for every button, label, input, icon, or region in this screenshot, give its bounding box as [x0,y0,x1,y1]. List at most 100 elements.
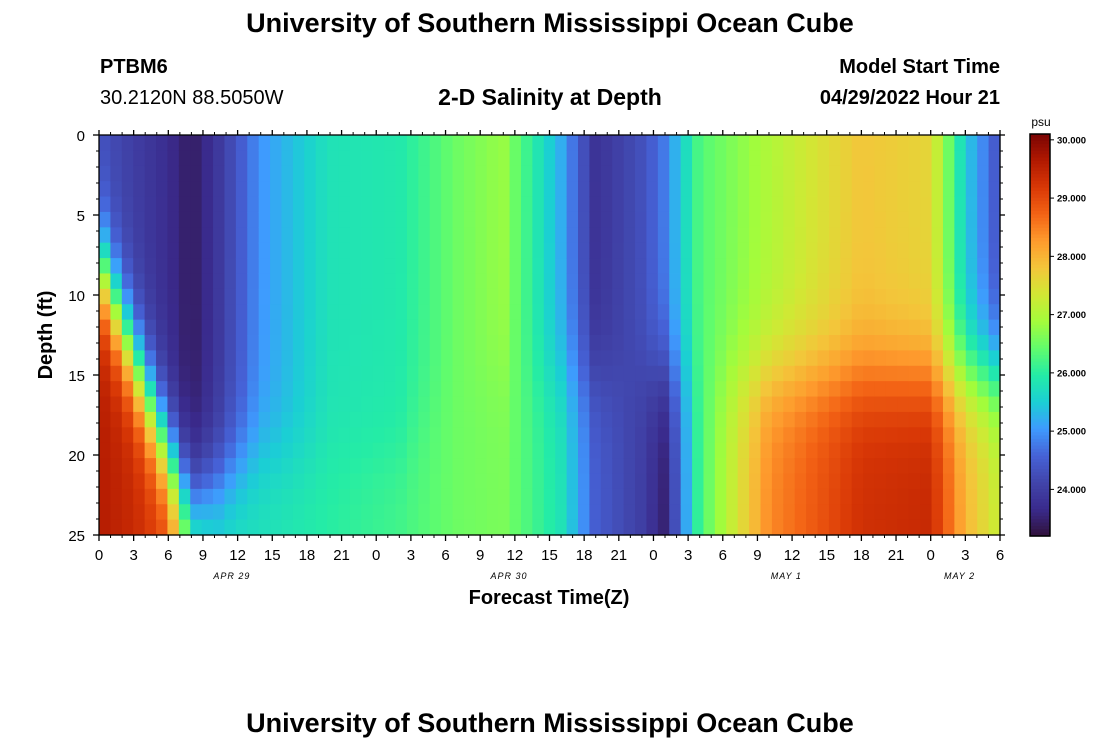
heatmap-cell [509,488,522,505]
heatmap-cell [338,319,351,336]
heatmap-cell [543,519,556,536]
heatmap-cell [646,504,659,521]
x-tick-label: 3 [407,547,415,564]
heatmap-cell [429,381,442,398]
colorbar-segment [1030,284,1050,289]
heatmap-cell [532,211,545,228]
heatmap-cell [156,365,169,382]
heatmap-cell [270,365,283,382]
heatmap-cell [292,135,305,151]
heatmap-cell [669,273,682,290]
heatmap-cell [384,427,397,444]
heatmap-cell [669,458,682,475]
heatmap-cell [703,442,716,459]
heatmap-cell [281,273,294,290]
heatmap-cell [840,304,853,321]
heatmap-cell [224,288,237,305]
heatmap-cell [384,211,397,228]
heatmap-cell [235,135,248,151]
heatmap-cell [589,150,602,167]
heatmap-cell [372,273,385,290]
heatmap-cell [486,304,499,321]
heatmap-cell [828,319,841,336]
heatmap-cell [863,258,876,275]
heatmap-cell [840,288,853,305]
heatmap-cell [463,365,476,382]
heatmap-cell [292,427,305,444]
heatmap-cell [247,211,260,228]
heatmap-cell [942,396,955,413]
colorbar-segment [1030,281,1050,286]
heatmap-cell [361,488,374,505]
heatmap-cell [942,242,955,259]
heatmap-cell [167,196,180,213]
heatmap-cell [463,396,476,413]
heatmap-cell [794,211,807,228]
heatmap-cell [749,165,762,182]
heatmap-cell [988,273,1001,290]
heatmap-cell [977,381,990,398]
heatmap-cell [566,335,579,351]
heatmap-cell [270,196,283,213]
colorbar-segment [1030,207,1050,212]
heatmap-cell [441,227,454,244]
heatmap-cell [486,196,499,213]
heatmap-cell [863,442,876,459]
heatmap-cell [977,211,990,228]
heatmap-cell [874,150,887,167]
heatmap-cell [771,242,784,259]
heatmap-cell [817,288,830,305]
heatmap-cell [920,196,933,213]
heatmap-cell [566,273,579,290]
heatmap-cell [247,381,260,398]
heatmap-cell [418,227,431,244]
heatmap-cell [361,442,374,459]
heatmap-cell [749,381,762,398]
heatmap-cell [783,350,796,367]
heatmap-cell [635,258,648,275]
heatmap-cell [338,258,351,275]
heatmap-cell [737,135,750,151]
heatmap-cell [612,288,625,305]
heatmap-cell [908,365,921,382]
heatmap-cell [372,165,385,182]
heatmap-cell [908,273,921,290]
heatmap-cell [714,258,727,275]
heatmap-cell [532,288,545,305]
heatmap-cell [828,273,841,290]
heatmap-cell [121,411,134,428]
heatmap-cell [817,258,830,275]
colorbar-segment [1030,408,1050,413]
heatmap-cell [885,258,898,275]
heatmap-cell [806,488,819,505]
heatmap-cell [931,365,944,382]
heatmap-cell [749,488,762,505]
heatmap-cell [384,288,397,305]
heatmap-cell [863,396,876,413]
heatmap-cell [429,458,442,475]
heatmap-cell [406,304,419,321]
heatmap-cell [566,411,579,428]
heatmap-cell [429,196,442,213]
heatmap-cell [908,150,921,167]
heatmap-cell [737,227,750,244]
heatmap-cell [874,442,887,459]
heatmap-cell [133,242,146,259]
heatmap-cell [908,319,921,336]
heatmap-cell [475,381,488,398]
heatmap-cell [703,381,716,398]
heatmap-cell [669,258,682,275]
x-tick-label: 9 [476,547,484,564]
heatmap-cell [475,288,488,305]
colorbar-segment [1030,402,1050,406]
heatmap-cell [486,211,499,228]
colorbar-segment [1030,335,1050,339]
heatmap-cell [555,396,568,413]
colorbar-segment [1030,338,1050,343]
heatmap-cell [920,442,933,459]
heatmap-cell [908,473,921,490]
colorbar-segment [1030,244,1050,249]
colorbar-segment [1030,348,1050,353]
heatmap-cell [486,242,499,259]
heatmap-cell [874,181,887,198]
